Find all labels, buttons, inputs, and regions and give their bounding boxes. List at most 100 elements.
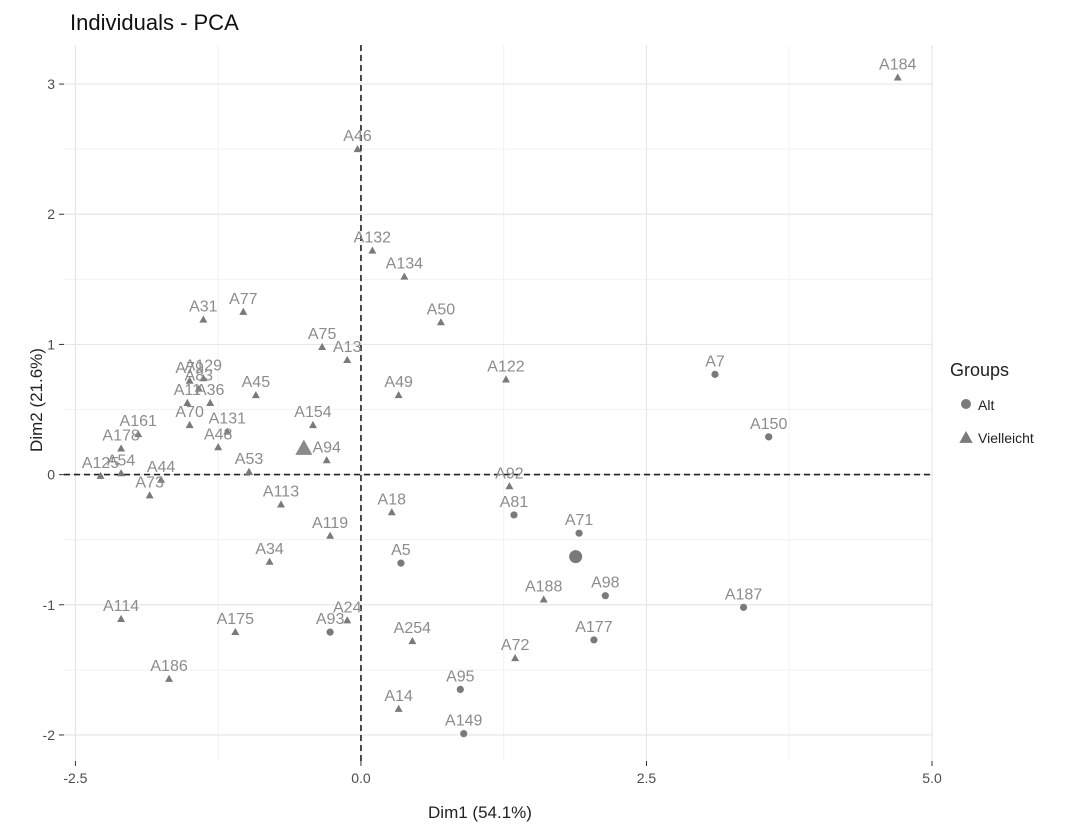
point-label-A114: A114 xyxy=(103,598,139,615)
legend-key-alt xyxy=(961,399,971,409)
point-A53 xyxy=(245,467,254,475)
data-labels: A7 A150 A81 A71 A5 A98 A187 A93 A177 A95 A149 A184 A… xyxy=(82,57,917,730)
point-label-A5: A5 xyxy=(391,542,411,559)
point-label-A122: A122 xyxy=(487,359,524,376)
point-A7 xyxy=(711,370,719,378)
grid-lines xyxy=(64,45,933,761)
point-A150 xyxy=(765,433,773,441)
point-A114 xyxy=(117,614,126,623)
point-A44 xyxy=(157,475,166,483)
y-axis-title: Dim2 (21.6%) xyxy=(27,348,46,452)
point-label-A50: A50 xyxy=(427,301,456,318)
point-label-A18: A18 xyxy=(378,491,407,508)
point-label-A131: A131 xyxy=(209,411,246,428)
point-A34 xyxy=(265,557,274,565)
point-label-A93: A93 xyxy=(316,611,345,628)
x-axis-title: Dim1 (54.1%) xyxy=(428,803,532,822)
point-A71 xyxy=(575,529,583,537)
point-label-A36: A36 xyxy=(196,382,225,399)
legend-keys xyxy=(959,399,973,443)
point-label-A70: A70 xyxy=(175,404,204,421)
point-label-A134: A134 xyxy=(386,256,423,273)
point-A11 xyxy=(183,398,192,406)
point-A93 xyxy=(326,628,334,636)
point-A132 xyxy=(368,246,377,254)
point-A113 xyxy=(277,500,285,508)
legend-label-alt: Alt xyxy=(978,397,994,413)
point-label-A129: A129 xyxy=(185,357,222,374)
point-label-A188: A188 xyxy=(525,579,562,596)
y-tick-label: 2 xyxy=(47,206,55,222)
point-label-A119: A119 xyxy=(312,515,348,532)
point-label-A83: A83 xyxy=(185,368,214,385)
centroid-vielleicht xyxy=(295,439,313,455)
point-label-A7: A7 xyxy=(705,353,725,370)
point-A36 xyxy=(206,398,215,406)
point-label-A73: A73 xyxy=(135,474,164,491)
point-A177 xyxy=(590,636,598,644)
point-A49 xyxy=(394,390,403,399)
point-label-A48: A48 xyxy=(204,426,233,443)
point-label-A154: A154 xyxy=(294,404,331,421)
point-A129 xyxy=(199,374,208,382)
point-A94 xyxy=(322,456,331,464)
point-A178 xyxy=(117,444,126,452)
point-A48 xyxy=(214,443,223,451)
y-tick-label: 3 xyxy=(47,76,55,92)
point-A54 xyxy=(117,469,126,477)
point-A45 xyxy=(251,390,260,399)
point-label-A44: A44 xyxy=(147,459,176,476)
point-A79 xyxy=(185,376,194,384)
point-label-A132: A132 xyxy=(354,230,391,247)
reference-lines xyxy=(64,45,932,761)
point-label-A71: A71 xyxy=(565,512,594,529)
point-label-A177: A177 xyxy=(575,619,612,636)
point-label-A54: A54 xyxy=(107,452,136,469)
point-A125 xyxy=(96,471,105,479)
point-label-A95: A95 xyxy=(446,668,475,685)
point-label-A72: A72 xyxy=(501,637,530,654)
point-A18 xyxy=(387,508,396,516)
y-tick-label: -2 xyxy=(43,727,56,743)
point-label-A14: A14 xyxy=(384,688,413,705)
point-label-A186: A186 xyxy=(150,658,187,675)
x-tick-label: -2.5 xyxy=(63,770,87,786)
point-A46 xyxy=(353,144,362,153)
point-A75 xyxy=(318,342,327,350)
centroid-alt xyxy=(569,550,583,564)
point-label-A125: A125 xyxy=(82,455,119,472)
point-A122 xyxy=(502,375,510,383)
point-label-A45: A45 xyxy=(242,374,271,391)
point-A14 xyxy=(394,704,403,712)
point-label-A53: A53 xyxy=(235,451,264,468)
point-A83 xyxy=(194,384,203,392)
point-A31 xyxy=(199,315,208,323)
legend: Groups Alt Vielleicht xyxy=(950,360,1034,446)
point-A131 xyxy=(223,427,232,435)
point-label-A46: A46 xyxy=(343,128,372,145)
y-tick-label: -1 xyxy=(43,597,56,613)
point-label-A81: A81 xyxy=(500,494,529,511)
point-A187 xyxy=(739,603,748,611)
point-A13 xyxy=(343,355,352,363)
y-tick-label: 0 xyxy=(47,467,55,483)
point-A184 xyxy=(893,73,902,81)
point-label-A184: A184 xyxy=(879,57,916,74)
point-label-A24: A24 xyxy=(333,599,362,616)
point-A254 xyxy=(408,637,417,645)
point-label-A49: A49 xyxy=(384,374,413,391)
y-axis-ticks: -2 -1 0 1 2 3 xyxy=(43,76,64,743)
point-label-A34: A34 xyxy=(255,541,284,558)
point-label-A94: A94 xyxy=(312,439,341,456)
x-tick-label: 5.0 xyxy=(922,770,942,786)
point-A98 xyxy=(601,592,609,600)
point-label-A13: A13 xyxy=(333,339,362,356)
point-label-A187: A187 xyxy=(725,586,762,603)
chart-title: Individuals - PCA xyxy=(70,10,239,35)
legend-title: Groups xyxy=(950,360,1009,380)
point-A92 xyxy=(505,482,514,490)
plot-panel xyxy=(64,45,932,761)
point-A81 xyxy=(510,511,518,519)
point-label-A175: A175 xyxy=(217,611,254,628)
point-A134 xyxy=(400,272,409,280)
